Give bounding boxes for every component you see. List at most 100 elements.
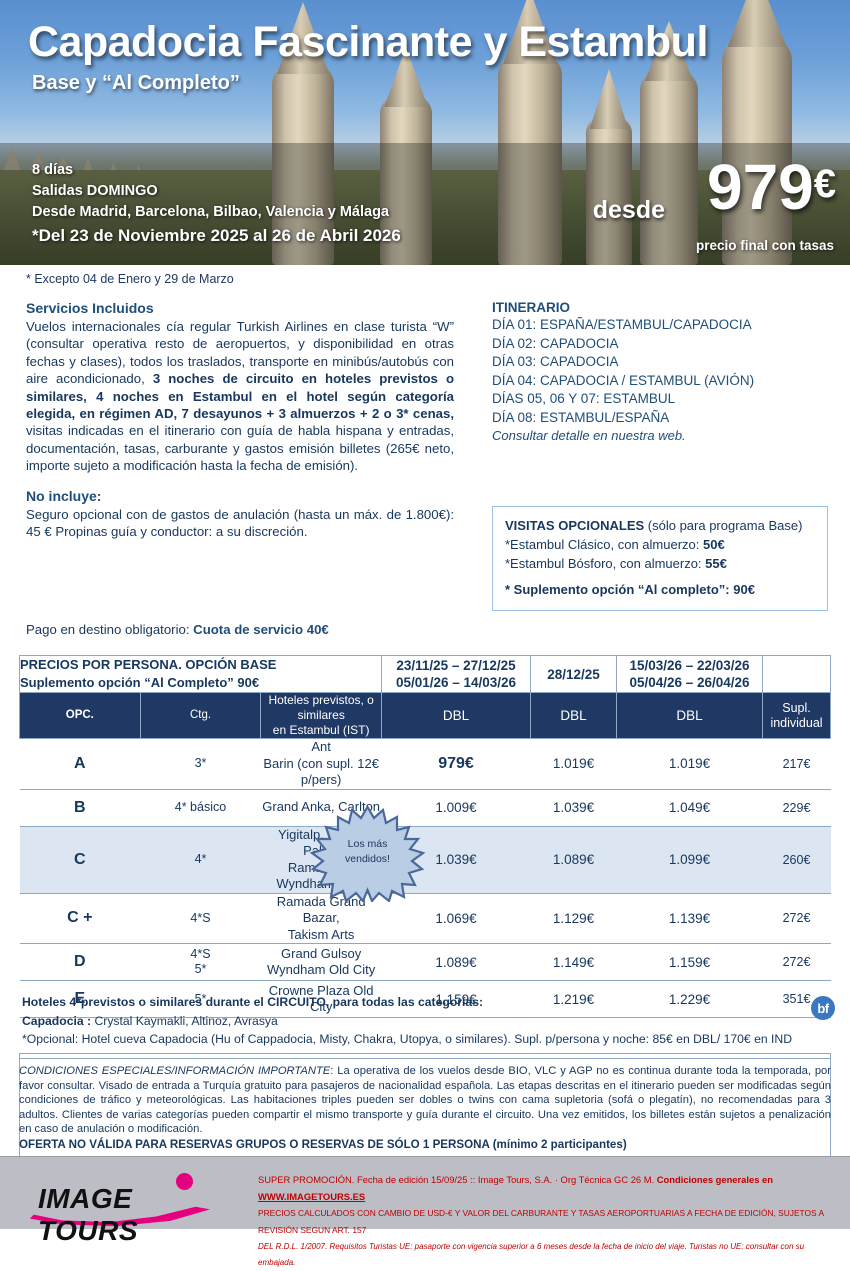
hero-price-note: precio final con tasas bbox=[695, 238, 834, 253]
itinerary-day: DÍA 02: CAPADOCIA bbox=[492, 335, 619, 351]
row-single-supplement: 229€ bbox=[762, 788, 831, 827]
period-3-header: 15/03/26 – 22/03/26 05/04/26 – 26/04/26 bbox=[616, 655, 763, 693]
trip-date-range: *Del 23 de Noviembre 2025 al 26 de Abril… bbox=[32, 226, 401, 245]
row-option: D bbox=[19, 943, 141, 981]
row-option: A bbox=[19, 738, 141, 790]
row-option: C bbox=[19, 825, 141, 894]
fairy-chimney-4 bbox=[586, 115, 632, 265]
col-header-supplement: Supl. individual bbox=[762, 692, 831, 739]
row-price-period-1: 1.039€ bbox=[381, 825, 531, 894]
optional-visits-title: VISITAS OPCIONALES (sólo para programa B… bbox=[505, 516, 815, 535]
row-hotels: Grand Gulsoy Wyndham Old City bbox=[260, 943, 382, 981]
row-category: 4* básico bbox=[140, 788, 261, 827]
row-price-period-1: 1.009€ bbox=[381, 788, 531, 827]
circuit-hotels-notes: Hoteles 4*previstos o similares durante … bbox=[22, 993, 812, 1049]
circuit-hotels-capadocia: Capadocia : Crystal Kaymakli, Altinoz, A… bbox=[22, 1012, 812, 1031]
price-table: PRECIOS POR PERSONA. OPCIÓN BASE Supleme… bbox=[19, 655, 831, 1018]
cave-hotel-note: *Opcional: Hotel cueva Capadocia (Hu of … bbox=[22, 1032, 793, 1046]
itinerary-day: DÍA 01: ESPAÑA/ESTAMBUL/CAPADOCIA bbox=[492, 317, 752, 332]
row-price-period-2: 1.129€ bbox=[530, 892, 617, 944]
table-row: E 5* Crowne Plaza Old City 1.159€ 1.219€ 1.22… bbox=[19, 980, 831, 1018]
conditions-paragraph: CONDICIONES ESPECIALES/INFORMACIÓN IMPOR… bbox=[19, 1064, 831, 1137]
col-header-dbl-1: DBL bbox=[381, 692, 531, 739]
row-price-period-2: 1.039€ bbox=[530, 788, 617, 827]
col-header-supl-l1: Supl. bbox=[782, 700, 811, 715]
row-price-period-1: 1.069€ bbox=[381, 892, 531, 944]
fairy-chimney-2 bbox=[380, 93, 432, 265]
row-hotels: Crowne Plaza Old City bbox=[260, 980, 382, 1018]
row-option: C + bbox=[19, 892, 141, 944]
col-header-dbl-2: DBL bbox=[530, 692, 617, 739]
col-header-ctg: Ctg. bbox=[139, 692, 262, 739]
included-services-column: Servicios Incluidos Vuelos internacional… bbox=[26, 300, 454, 540]
row-single-supplement: 272€ bbox=[762, 943, 831, 981]
logo-text: IMAGE TOURS bbox=[38, 1183, 138, 1246]
footer-legal-text: SUPER PROMOCIÓN. Fecha de edición 15/09/… bbox=[258, 1171, 838, 1271]
trip-summary: 8 días Salidas DOMINGO Desde Madrid, Bar… bbox=[32, 160, 401, 246]
row-price-period-1: 1.089€ bbox=[381, 943, 531, 981]
hero-banner: Capadocia Fascinante y Estambul Base y “… bbox=[0, 0, 850, 265]
row-option: B bbox=[19, 788, 141, 827]
col-header-hotels-l2: en Estambul (IST) bbox=[272, 723, 370, 737]
optional-visit-1: *Estambul Clásico, con almuerzo: 50€ bbox=[505, 535, 815, 554]
itinerary-title: ITINERARIO bbox=[492, 300, 571, 315]
row-price-period-3: 1.049€ bbox=[616, 788, 763, 827]
payment-label: Pago en destino obligatorio: bbox=[26, 622, 194, 637]
row-price-period-3: 1.099€ bbox=[616, 825, 763, 894]
table-row: C +4*S Ramada Grand Bazar, Takism Arts 1.06… bbox=[19, 892, 831, 944]
capadocia-value: Crystal Kaymakli, Altinoz, Avrasya bbox=[94, 1013, 278, 1028]
table-title-line2: Suplemento opción “Al Completo” 90€ bbox=[20, 675, 260, 690]
itinerary-column: ITINERARIO DÍA 01: ESPAÑA/ESTAMBUL/CAPAD… bbox=[492, 300, 832, 443]
footer-line-1: SUPER PROMOCIÓN. Fecha de edición 15/09/… bbox=[258, 1171, 838, 1205]
image-tours-logo: IMAGE TOURS bbox=[30, 1171, 230, 1246]
row-option: E bbox=[19, 980, 141, 1018]
hero-price: 979€ bbox=[707, 152, 836, 219]
conditions-text: : La operativa de los vuelos desde BIO, … bbox=[19, 1065, 831, 1136]
row-category: 4*S bbox=[140, 892, 261, 944]
period-2-header: 28/12/25 bbox=[530, 655, 617, 693]
table-title-line1: PRECIOS POR PERSONA. OPCIÓN BASE bbox=[20, 657, 277, 672]
page-subtitle: Base y “Al Completo” bbox=[32, 72, 240, 94]
table-row: C 4* Yigitalp, Bulvar Palas, Ramada by Wynd… bbox=[19, 825, 831, 894]
included-p1: Vuelos internacionales cía regular Turki… bbox=[26, 319, 454, 387]
optional-visits-title-bold: VISITAS OPCIONALES bbox=[505, 518, 645, 533]
row-price-period-3: 1.229€ bbox=[616, 980, 763, 1018]
row-price-period-2: 1.219€ bbox=[530, 980, 617, 1018]
supplement-header-empty bbox=[762, 655, 831, 693]
row-category: 4* bbox=[140, 825, 261, 894]
optional-visit-1-label: *Estambul Clásico, con almuerzo: bbox=[505, 537, 703, 552]
optional-visit-2-price: 55€ bbox=[705, 556, 727, 571]
row-single-supplement: 217€ bbox=[762, 738, 831, 790]
special-conditions: CONDICIONES ESPECIALES/INFORMACIÓN IMPOR… bbox=[19, 1058, 831, 1153]
row-category: 3* bbox=[140, 738, 261, 790]
page-footer: IMAGE TOURS SUPER PROMOCIÓN. Fecha de ed… bbox=[0, 1156, 850, 1267]
optional-visit-1-price: 50€ bbox=[702, 537, 725, 552]
row-price-period-2: 1.089€ bbox=[530, 825, 617, 894]
period-1-header: 23/11/25 – 27/12/25 05/01/26 – 14/03/26 bbox=[381, 655, 531, 693]
row-category: 5* bbox=[140, 980, 261, 1018]
row-hotels: Ant Barin (con supl. 12€ p/pers) bbox=[260, 738, 382, 790]
footer-website-link[interactable]: WWW.IMAGETOURS.ES bbox=[258, 1191, 366, 1202]
fairy-chimney-5 bbox=[640, 67, 698, 265]
col-header-hotels: Hoteles previstos, o similares en Estamb… bbox=[260, 692, 382, 739]
table-header-row-1: PRECIOS POR PERSONA. OPCIÓN BASE Supleme… bbox=[19, 655, 831, 693]
period-1-line2: 05/01/26 – 14/03/26 bbox=[395, 675, 517, 690]
conditions-bold-line: OFERTA NO VÁLIDA PARA RESERVAS GRUPOS O … bbox=[19, 1137, 627, 1151]
period-3-line1: 15/03/26 – 22/03/26 bbox=[629, 658, 750, 673]
table-body: A 3* Ant Barin (con supl. 12€ p/pers) 979€ 1.… bbox=[19, 738, 831, 1018]
logo-dot-icon bbox=[176, 1173, 193, 1190]
price-desde-label: desde bbox=[592, 196, 665, 224]
itinerary-note: Consultar detalle en nuestra web. bbox=[492, 428, 686, 443]
page-title: Capadocia Fascinante y Estambul bbox=[28, 18, 708, 66]
footer-line-1b: Condiciones generales en bbox=[656, 1174, 773, 1185]
optional-visit-2-label: *Estambul Bósforo, con almuerzo: bbox=[505, 556, 706, 571]
row-hotels: Yigitalp, Bulvar Palas, Ramada by Wyndham… bbox=[260, 825, 382, 894]
trip-departures: Salidas DOMINGO bbox=[32, 183, 158, 199]
included-heading: Servicios Incluidos bbox=[26, 300, 154, 316]
optional-supplement: * Suplemento opción “Al completo”: 90€ bbox=[505, 582, 755, 597]
itinerary-day: DÍA 03: CAPADOCIA bbox=[492, 354, 619, 369]
row-price-period-3: 1.019€ bbox=[616, 738, 763, 790]
fairy-chimney-1 bbox=[272, 60, 334, 265]
optional-visits-title-suffix: (sólo para programa Base) bbox=[644, 518, 803, 533]
included-bold: 3 noches de circuito en hoteles previsto… bbox=[26, 371, 454, 422]
